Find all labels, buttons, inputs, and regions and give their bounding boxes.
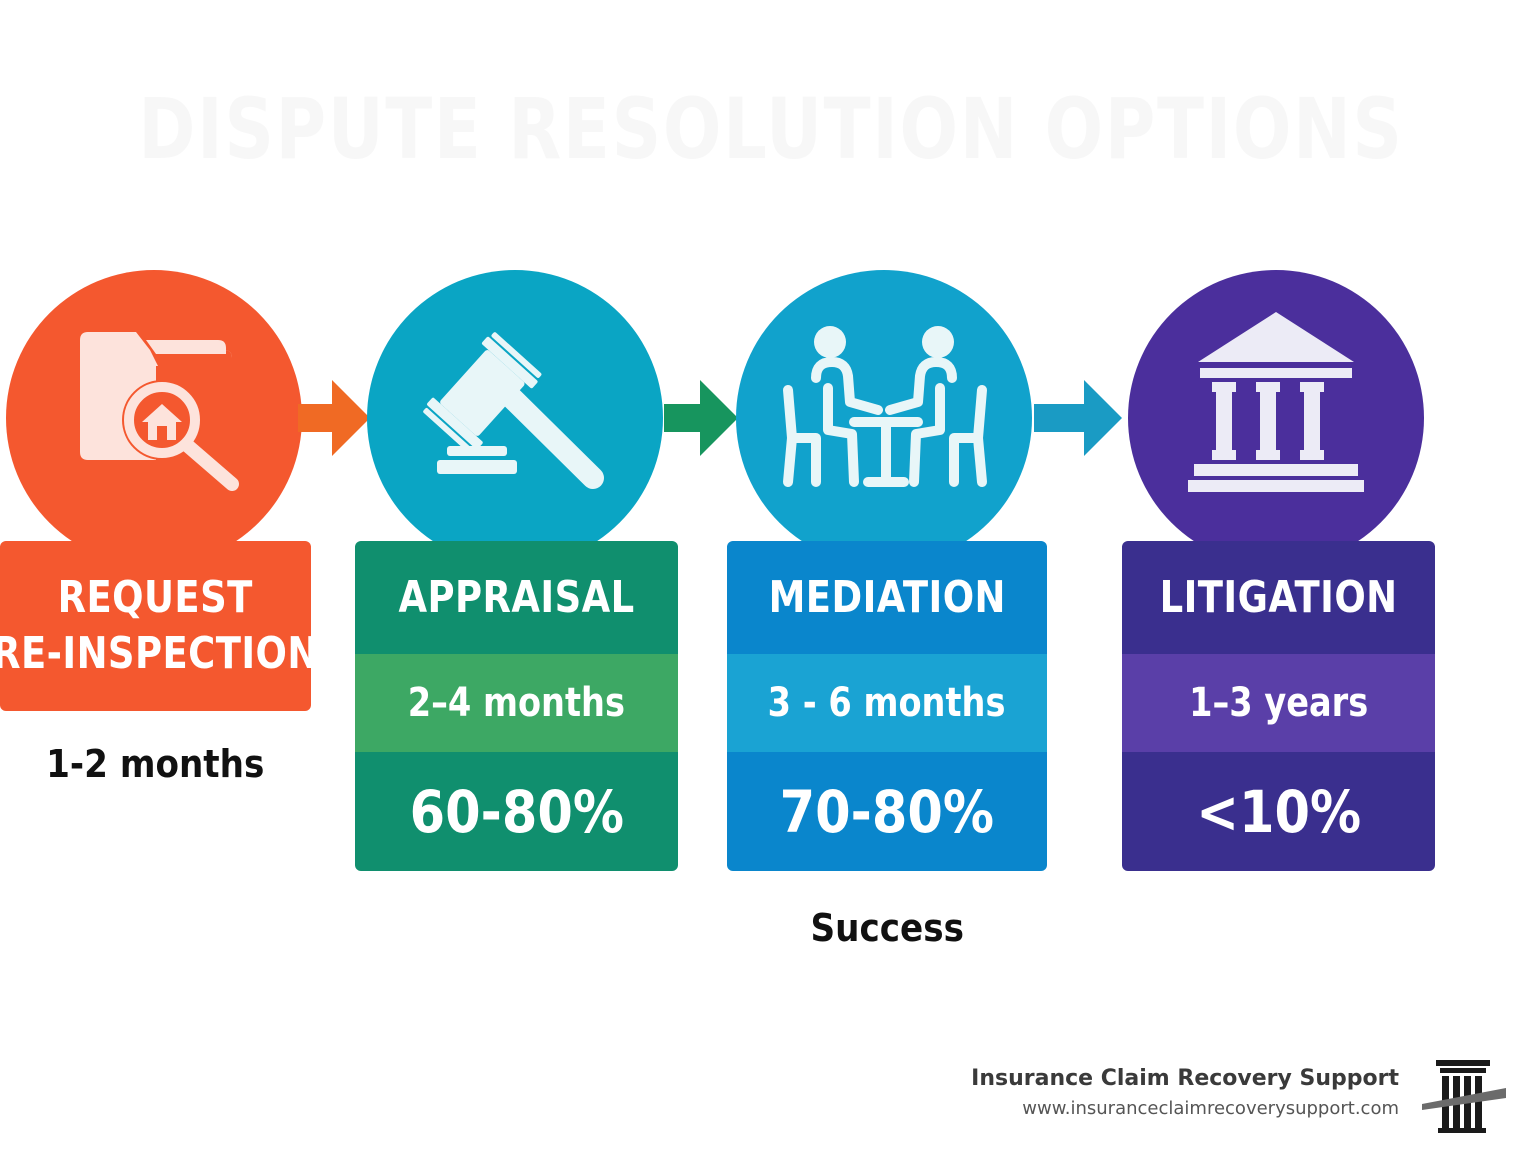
mediation-success-rate: 70-80%: [779, 777, 995, 846]
gavel-icon: [423, 332, 604, 489]
litigation-title: LITIGATION: [1159, 572, 1398, 623]
footer-company-name: Insurance Claim Recovery Support: [971, 1066, 1399, 1091]
arrow-2-icon: [664, 380, 738, 456]
litigation-card: LITIGATION 1–3 years <10%: [1122, 541, 1435, 871]
reinspection-circle: [6, 270, 302, 566]
reinspection-title-line2: RE-INSPECTION: [0, 628, 311, 679]
reinspection-title: REQUEST RE-INSPECTION: [0, 541, 311, 711]
litigation-success-rate: <10%: [1196, 777, 1361, 846]
arrow-3-icon: [1034, 380, 1122, 456]
reinspection-duration: 1-2 months: [46, 742, 265, 786]
courthouse-icon: [1188, 312, 1364, 492]
mediation-circle: [736, 270, 1032, 566]
folder-house-search-icon: [80, 332, 239, 491]
mediation-title: MEDIATION: [768, 572, 1006, 623]
column-logo-icon: [1422, 1060, 1506, 1133]
background-title: DISPUTE RESOLUTION OPTIONS: [138, 80, 1404, 178]
reinspection-title-line1: REQUEST: [57, 572, 254, 623]
mediation-card: MEDIATION 3 - 6 months 70-80%: [727, 541, 1047, 871]
appraisal-card: APPRAISAL 2–4 months 60-80%: [355, 541, 678, 871]
people-meeting-table-icon: [783, 326, 987, 487]
footer-url: www.insuranceclaimrecoverysupport.com: [1022, 1098, 1399, 1119]
reinspection-card: REQUEST RE-INSPECTION: [0, 541, 311, 711]
appraisal-success-rate: 60-80%: [409, 777, 624, 846]
success-label: Success: [810, 906, 964, 950]
litigation-circle: [1128, 270, 1424, 566]
appraisal-title: APPRAISAL: [398, 572, 635, 623]
mediation-duration: 3 - 6 months: [727, 654, 1047, 752]
appraisal-duration: 2–4 months: [355, 654, 678, 752]
litigation-duration: 1–3 years: [1122, 654, 1435, 752]
arrow-1-icon: [298, 380, 370, 456]
appraisal-circle: [367, 270, 663, 566]
